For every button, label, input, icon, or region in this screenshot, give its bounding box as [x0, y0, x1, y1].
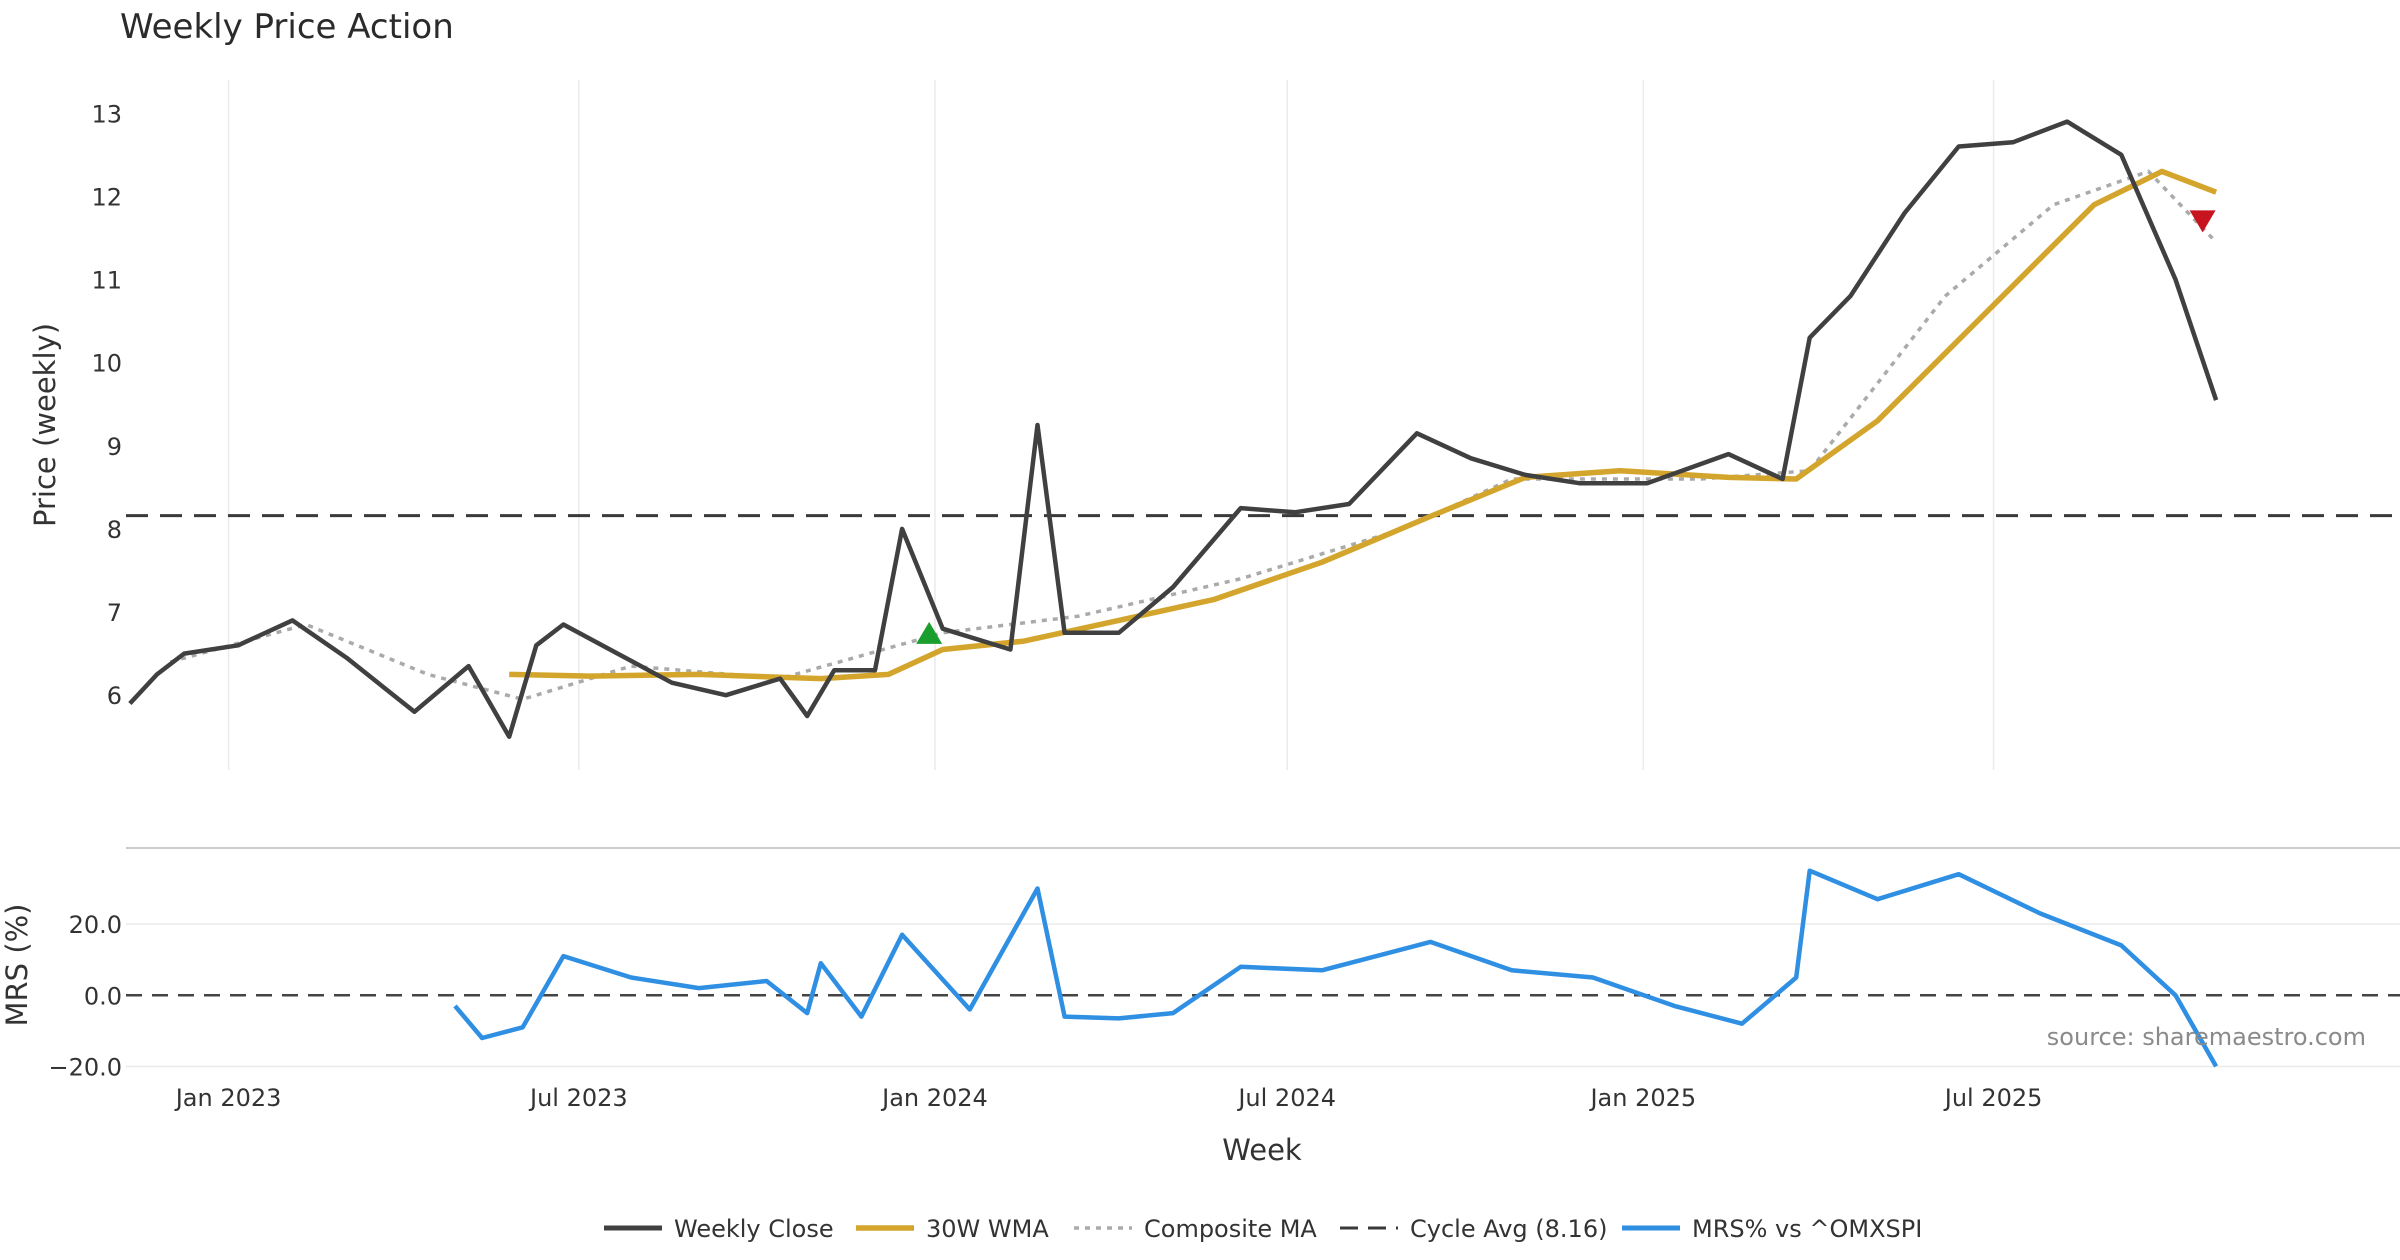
x-tick: Jul 2024 — [1236, 1084, 1336, 1112]
legend-entry-label: Cycle Avg (8.16) — [1410, 1215, 1607, 1243]
legend-entry-label: Weekly Close — [674, 1215, 834, 1243]
price-y-tick: 7 — [107, 599, 122, 627]
chart-title: Weekly Price Action — [120, 7, 454, 47]
legend-entry-label: 30W WMA — [926, 1215, 1049, 1243]
legend-entry-label: Composite MA — [1144, 1215, 1317, 1243]
price-y-axis-label: Price (weekly) — [28, 323, 62, 527]
price-y-tick: 12 — [91, 183, 122, 211]
composite-ma-line — [170, 169, 2218, 702]
mrs-y-tick: 0.0 — [84, 982, 122, 1010]
mrs-y-tick: 20.0 — [69, 911, 122, 939]
x-tick: Jul 2023 — [528, 1084, 628, 1112]
mrs-y-axis-label: MRS (%) — [0, 904, 34, 1027]
price-panel: 6 7 8 9 10 11 12 13 Price (weekly) — [28, 80, 2400, 770]
mrs-y-tick: −20.0 — [48, 1053, 122, 1081]
x-tick: Jan 2024 — [880, 1084, 988, 1112]
signal-markers — [916, 210, 2216, 644]
weekly-close-line — [128, 119, 2219, 739]
mrs-panel: 20.0 0.0 −20.0 MRS (%) source: sharemaestr… — [0, 847, 2400, 1081]
price-y-tick: 13 — [91, 100, 122, 128]
source-note: source: sharemaestro.com — [2047, 1023, 2366, 1051]
sell-signal-marker — [2189, 210, 2216, 233]
price-y-tick: 10 — [91, 350, 122, 378]
x-tick: Jan 2023 — [174, 1084, 282, 1112]
mrs-line — [453, 868, 2219, 1068]
legend: Weekly Close 30W WMA Composite MA Cycle Avg… — [604, 1215, 1922, 1243]
price-y-ticks: 6 7 8 9 10 11 12 13 — [91, 100, 122, 710]
x-tick: Jul 2025 — [1943, 1084, 2043, 1112]
price-gridlines — [227, 80, 1995, 770]
x-axis-label: Week — [1222, 1133, 1302, 1167]
mrs-gridlines — [126, 923, 2400, 1068]
price-y-tick: 9 — [107, 433, 122, 461]
price-y-tick: 11 — [91, 267, 122, 295]
price-y-tick: 6 — [107, 682, 122, 710]
buy-signal-marker — [916, 621, 943, 644]
price-y-tick: 8 — [107, 516, 122, 544]
x-axis-ticks: Jan 2023 Jul 2023 Jan 2024 Jul 2024 Jan 2025… — [174, 1084, 2043, 1112]
wma-30w-line — [509, 168, 2218, 682]
mrs-y-ticks: 20.0 0.0 −20.0 — [48, 911, 122, 1081]
x-tick: Jan 2025 — [1588, 1084, 1696, 1112]
legend-entry-label: MRS% vs ^OMXSPI — [1692, 1215, 1922, 1243]
